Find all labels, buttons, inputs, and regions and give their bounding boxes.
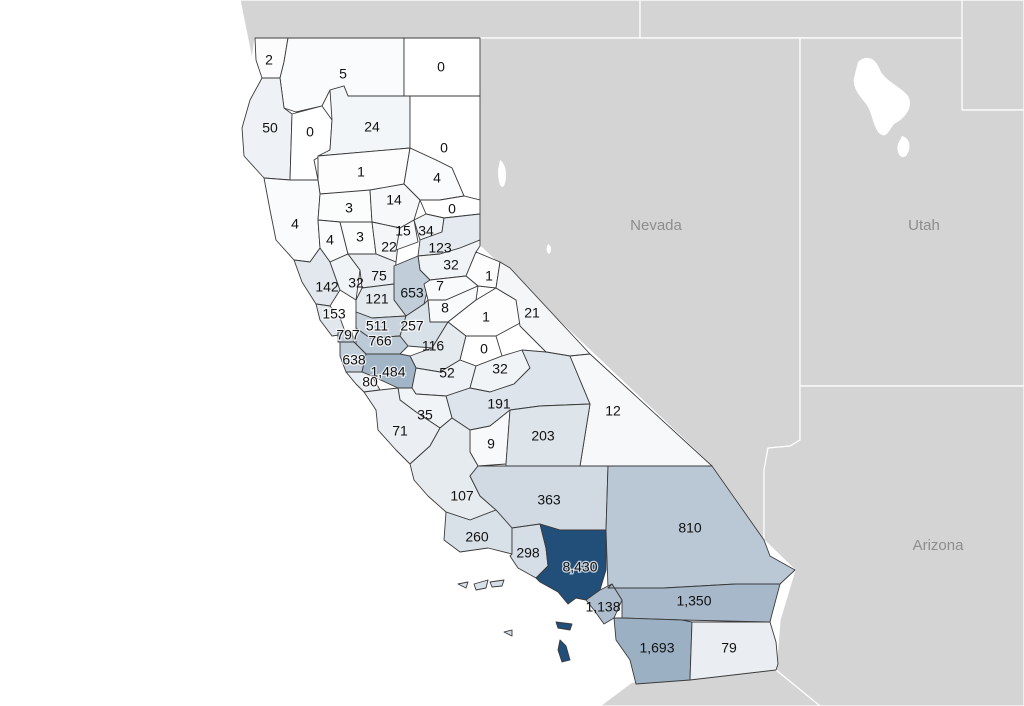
county-label-alameda: 766 (368, 333, 392, 349)
county-label-santa-clara: 1,484 (370, 364, 405, 380)
county-label-riverside: 1,350 (676, 593, 711, 609)
county-label-santa-barbara: 260 (465, 529, 489, 545)
county-label-lassen: 0 (440, 140, 448, 156)
county-label-tuolumne: 1 (482, 309, 490, 325)
great-salt-lake-icon (853, 57, 911, 136)
county-label-trinity: 0 (306, 124, 314, 140)
california-counties (241, 37, 796, 685)
county-label-stanislaus: 116 (422, 338, 445, 354)
county-label-kern: 363 (537, 492, 561, 508)
county-label-orange: 1,138 (585, 599, 620, 615)
county-label-colusa: 3 (356, 229, 364, 245)
county-label-santa-cruz: 80 (362, 374, 378, 390)
island-san-nicolas (503, 629, 513, 637)
county-label-butte: 14 (386, 192, 402, 208)
state-label-nevada: Nevada (630, 217, 682, 234)
island-santa-barbara-2 (473, 579, 489, 591)
county-label-san-joaquin: 257 (400, 318, 424, 334)
county-label-fresno: 191 (487, 396, 511, 412)
county-label-san-luis-obispo: 107 (450, 488, 474, 504)
county-label-ventura: 298 (516, 545, 540, 561)
county-label-kings: 9 (487, 436, 495, 452)
county-label-tulare: 203 (531, 428, 555, 444)
county-label-plumas: 4 (433, 170, 441, 186)
county-los-angeles[interactable] (535, 523, 607, 605)
county-label-sierra: 0 (448, 201, 456, 217)
county-label-humboldt: 50 (262, 120, 278, 136)
county-label-san-bernardino: 810 (678, 520, 702, 536)
island-san-clemente (557, 639, 571, 663)
county-yuba[interactable] (395, 219, 419, 251)
county-label-nevada: 34 (418, 223, 434, 239)
county-label-solano: 121 (365, 291, 389, 307)
nevada-lake-icon (546, 244, 552, 254)
county-label-sacramento: 653 (400, 285, 424, 301)
county-label-merced: 52 (439, 365, 455, 381)
county-label-del-norte: 2 (265, 52, 273, 68)
county-label-modoc: 0 (437, 59, 445, 75)
county-label-inyo: 12 (605, 403, 621, 419)
county-label-siskiyou: 5 (339, 66, 347, 82)
county-label-san-francisco: 797 (336, 327, 360, 343)
county-label-glenn: 3 (345, 200, 353, 216)
county-label-san-benito: 35 (417, 407, 433, 423)
county-label-el-dorado: 32 (443, 257, 459, 273)
county-label-san-mateo: 638 (342, 352, 366, 368)
county-label-yolo: 75 (371, 268, 387, 284)
county-label-alpine: 1 (485, 268, 493, 284)
county-napa[interactable] (329, 253, 361, 301)
county-label-imperial: 79 (721, 640, 737, 656)
state-label-arizona: Arizona (913, 537, 965, 554)
arizona-state (763, 385, 1024, 706)
island-ventura (489, 579, 505, 588)
county-label-sutter: 22 (381, 239, 397, 255)
county-label-monterey: 71 (392, 423, 408, 439)
county-label-mendocino: 4 (291, 216, 299, 232)
pyramid-lake-icon (498, 160, 507, 187)
county-label-calaveras: 8 (441, 300, 449, 316)
county-label-lake: 4 (326, 232, 334, 248)
utah-lake-icon (897, 136, 910, 158)
county-label-shasta: 24 (364, 119, 380, 135)
county-label-san-diego: 1,693 (639, 640, 674, 656)
county-label-yuba: 15 (395, 223, 411, 239)
island-santa-catalina (555, 621, 573, 631)
state-label-utah: Utah (908, 217, 940, 234)
idaho-region (639, 0, 963, 39)
county-label-tehama: 1 (357, 164, 365, 180)
county-label-placer: 123 (428, 240, 452, 256)
island-santa-barbara-1 (457, 581, 469, 589)
county-imperial[interactable] (689, 621, 779, 681)
wyoming-region (961, 0, 1024, 111)
county-label-mariposa: 0 (480, 341, 488, 357)
county-label-contra-costa: 511 (366, 318, 389, 334)
county-label-mono: 21 (524, 305, 540, 321)
county-label-napa: 32 (348, 275, 364, 291)
county-label-amador: 7 (436, 278, 444, 294)
neighbor-states: Nevada Utah Arizona (239, 0, 1024, 706)
county-label-madera: 32 (492, 361, 508, 377)
county-label-los-angeles: 8,430 (562, 559, 597, 575)
county-label-sonoma: 142 (315, 279, 339, 295)
county-value-labels: 2 5 0 50 0 24 0 1 4 4 3 14 0 4 3 22 15 3… (262, 52, 737, 656)
county-label-marin: 153 (322, 306, 346, 322)
